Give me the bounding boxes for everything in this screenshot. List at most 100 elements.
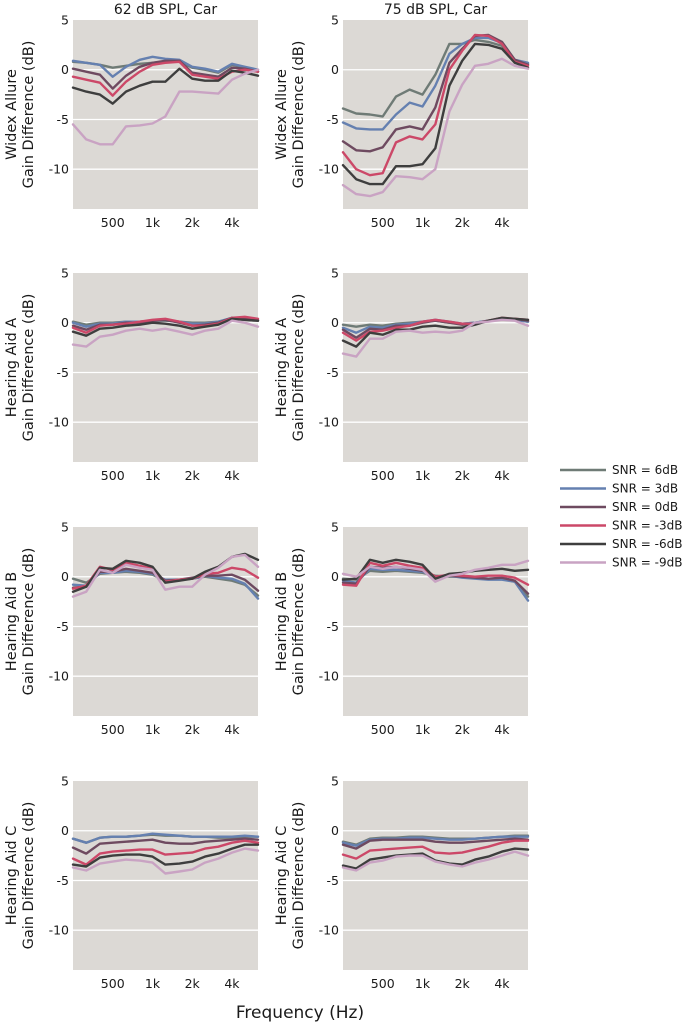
series-line <box>341 837 530 850</box>
y-tick-label: 0 <box>61 823 69 838</box>
plot-background <box>343 273 528 462</box>
series-line <box>71 847 260 875</box>
series-line <box>341 57 530 198</box>
x-tick-label: 500 <box>101 722 125 737</box>
y-axis-label-unit: Gain Difference (dB) <box>21 548 37 696</box>
y-tick-label: 0 <box>331 315 339 330</box>
x-tick-label: 500 <box>101 976 125 991</box>
x-tick-label: 500 <box>371 722 395 737</box>
series-line <box>71 55 260 78</box>
series-line <box>341 558 530 581</box>
y-tick-label: -5 <box>327 873 339 888</box>
x-tick-label: 1k <box>415 722 431 737</box>
x-tick-label: 2k <box>455 215 471 230</box>
x-tick-label: 4k <box>224 468 240 483</box>
legend-entry: SNR = 0dB <box>560 500 678 514</box>
x-tick-label: 2k <box>455 976 471 991</box>
panel: 5 0 -5 -10 500 1k 2k 4k Hearing Aid C Gain Differ… <box>274 774 530 991</box>
plot-background <box>73 527 258 716</box>
legend-entry: SNR = -3dB <box>560 519 682 533</box>
y-tick-label: 5 <box>331 266 339 281</box>
legend-entry: SNR = 6dB <box>560 463 678 477</box>
y-axis-label-name: Hearing Aid B <box>4 572 20 671</box>
y-tick-label: -10 <box>49 923 69 938</box>
y-axis-label-name: Hearing Aid A <box>4 318 20 417</box>
y-tick-label: 5 <box>331 774 339 789</box>
y-tick-label: -5 <box>327 365 339 380</box>
y-tick-label: 0 <box>61 62 69 77</box>
series-line <box>341 850 530 872</box>
legend: SNR = 6dB SNR = 3dB SNR = 0dB SNR = -3dB SNR… <box>560 463 682 570</box>
x-tick-label: 2k <box>185 976 201 991</box>
x-tick-label: 1k <box>145 215 161 230</box>
plot-background <box>343 781 528 970</box>
panel: 5 0 -5 -10 500 1k 2k 4k Hearing Aid B Gain Differ… <box>274 520 530 737</box>
x-tick-label: 4k <box>494 215 510 230</box>
y-tick-label: 0 <box>331 62 339 77</box>
x-tick-label: 4k <box>224 215 240 230</box>
legend-label: SNR = 3dB <box>612 482 678 496</box>
y-tick-label: -5 <box>57 873 69 888</box>
panel-title: 75 dB SPL, Car <box>384 2 488 18</box>
legend-entry: SNR = 3dB <box>560 482 678 496</box>
series-line <box>71 553 260 598</box>
x-axis-label: Frequency (Hz) <box>236 1003 364 1023</box>
y-tick-label: -10 <box>49 669 69 684</box>
y-tick-label: -5 <box>57 619 69 634</box>
y-tick-label: -10 <box>319 415 339 430</box>
panel: 5 0 -5 -10 500 1k 2k 4k Hearing Aid C Gain Differ… <box>4 774 260 991</box>
x-tick-label: 4k <box>494 468 510 483</box>
x-tick-label: 2k <box>185 468 201 483</box>
y-axis-label-unit: Gain Difference (dB) <box>21 802 37 950</box>
panel: 5 0 -5 -10 500 1k 2k 4k Hearing Aid A Gain Differ… <box>4 266 260 483</box>
series-line <box>341 38 530 118</box>
y-tick-label: 5 <box>61 774 69 789</box>
x-tick-label: 1k <box>145 722 161 737</box>
y-tick-label: 5 <box>61 13 69 28</box>
y-axis-label-name: Hearing Aid C <box>274 826 290 926</box>
series-line <box>71 317 260 337</box>
y-axis-label-name: Widex Allure <box>274 69 290 160</box>
y-tick-label: -10 <box>319 162 339 177</box>
legend-label: SNR = 0dB <box>612 500 678 514</box>
legend-entry: SNR = -6dB <box>560 537 682 551</box>
series-line <box>71 319 260 348</box>
y-tick-label: 5 <box>331 13 339 28</box>
series-line <box>341 559 530 583</box>
series-line <box>341 561 530 587</box>
y-tick-label: -5 <box>57 112 69 127</box>
x-tick-label: 1k <box>145 976 161 991</box>
y-tick-label: -10 <box>319 923 339 938</box>
y-axis-label-unit: Gain Difference (dB) <box>21 41 37 189</box>
series-line <box>341 318 530 358</box>
series-line <box>341 33 530 177</box>
y-tick-label: 0 <box>331 823 339 838</box>
x-tick-label: 4k <box>224 722 240 737</box>
y-tick-label: 0 <box>61 569 69 584</box>
series-line <box>71 67 260 105</box>
x-tick-label: 2k <box>455 468 471 483</box>
y-axis-label-name: Widex Allure <box>4 69 20 160</box>
x-tick-label: 2k <box>185 722 201 737</box>
y-tick-label: -10 <box>49 162 69 177</box>
x-tick-label: 2k <box>185 215 201 230</box>
y-axis-label-unit: Gain Difference (dB) <box>291 294 307 442</box>
x-tick-label: 1k <box>415 468 431 483</box>
panel: 5 0 -5 -10 500 1k 2k 4k Hearing Aid B Gain Differ… <box>4 520 260 737</box>
series-line <box>71 68 260 146</box>
y-tick-label: 5 <box>61 520 69 535</box>
panel-title: 62 dB SPL, Car <box>114 2 218 18</box>
series-line <box>71 59 260 90</box>
series-line <box>341 42 530 186</box>
series-line <box>341 839 530 860</box>
x-tick-label: 500 <box>371 976 395 991</box>
x-tick-label: 1k <box>415 976 431 991</box>
x-tick-label: 2k <box>455 722 471 737</box>
x-tick-label: 4k <box>494 976 510 991</box>
x-tick-label: 1k <box>145 468 161 483</box>
y-axis-label-name: Hearing Aid A <box>274 318 290 417</box>
x-tick-label: 4k <box>494 722 510 737</box>
legend-label: SNR = -3dB <box>612 519 682 533</box>
series-line <box>341 316 530 348</box>
